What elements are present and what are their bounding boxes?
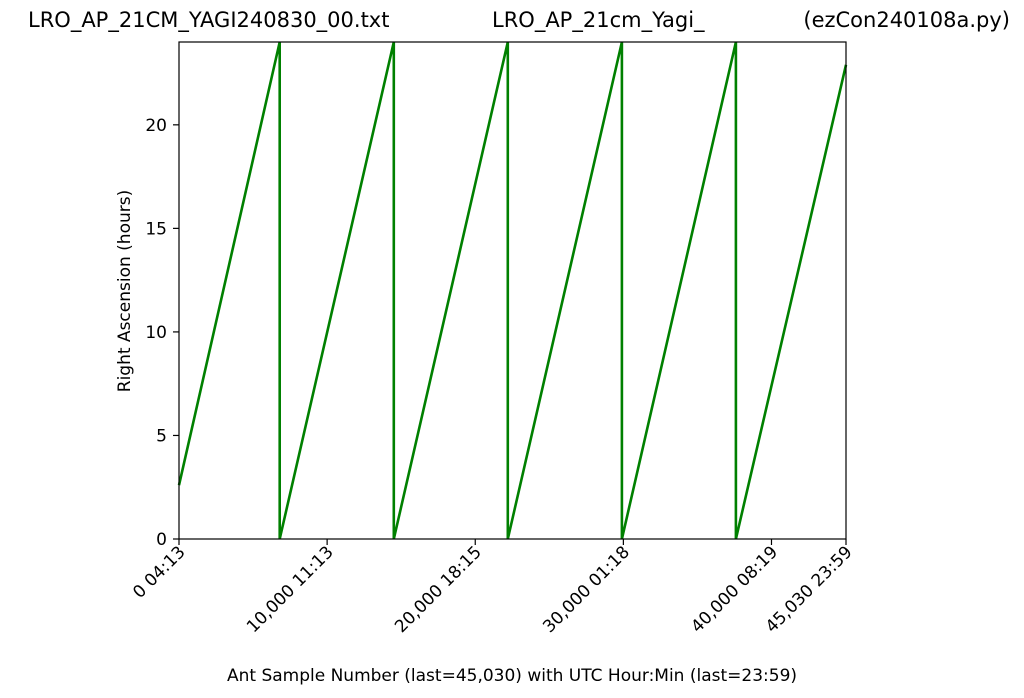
axes-layer: 0 5 10 15 20 0 04:13 10,000 11:13 20,000 18:15 3… xyxy=(129,41,857,637)
title-right: (ezCon240108a.py) xyxy=(803,8,1010,32)
plot-layer xyxy=(177,41,848,540)
series-line-0 xyxy=(177,41,848,540)
y-tick-label: 0 xyxy=(156,530,167,550)
y-tick-label: 20 xyxy=(145,116,167,136)
y-tick-label: 5 xyxy=(156,426,167,446)
title-left: LRO_AP_21CM_YAGI240830_00.txt xyxy=(28,8,390,32)
y-axis-label: Right Ascension (hours) xyxy=(115,190,135,392)
x-tick-label: 20,000 18:15 xyxy=(391,542,486,637)
y-tick-label: 15 xyxy=(145,219,167,239)
x-tick-label: 30,000 01:18 xyxy=(539,542,634,637)
x-tick-label: 0 04:13 xyxy=(129,542,189,602)
y-tick-label: 10 xyxy=(145,323,167,343)
x-axis-label: Ant Sample Number (last=45,030) with UTC… xyxy=(227,666,797,686)
title-center: LRO_AP_21cm_Yagi_ xyxy=(492,8,705,32)
plot-frame xyxy=(178,41,847,540)
x-tick-label: 10,000 11:13 xyxy=(243,542,338,637)
